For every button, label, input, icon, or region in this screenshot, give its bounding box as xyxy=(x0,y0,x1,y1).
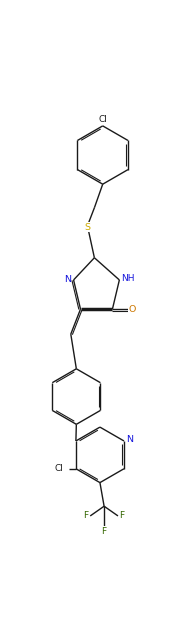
Text: N: N xyxy=(64,276,71,284)
Text: F: F xyxy=(120,512,125,520)
Text: Cl: Cl xyxy=(98,116,107,124)
Text: NH: NH xyxy=(121,274,134,283)
Text: O: O xyxy=(128,305,136,314)
Text: F: F xyxy=(102,527,107,536)
Text: N: N xyxy=(127,435,134,444)
Text: F: F xyxy=(84,512,89,520)
Text: S: S xyxy=(84,223,90,232)
Text: Cl: Cl xyxy=(54,465,63,473)
